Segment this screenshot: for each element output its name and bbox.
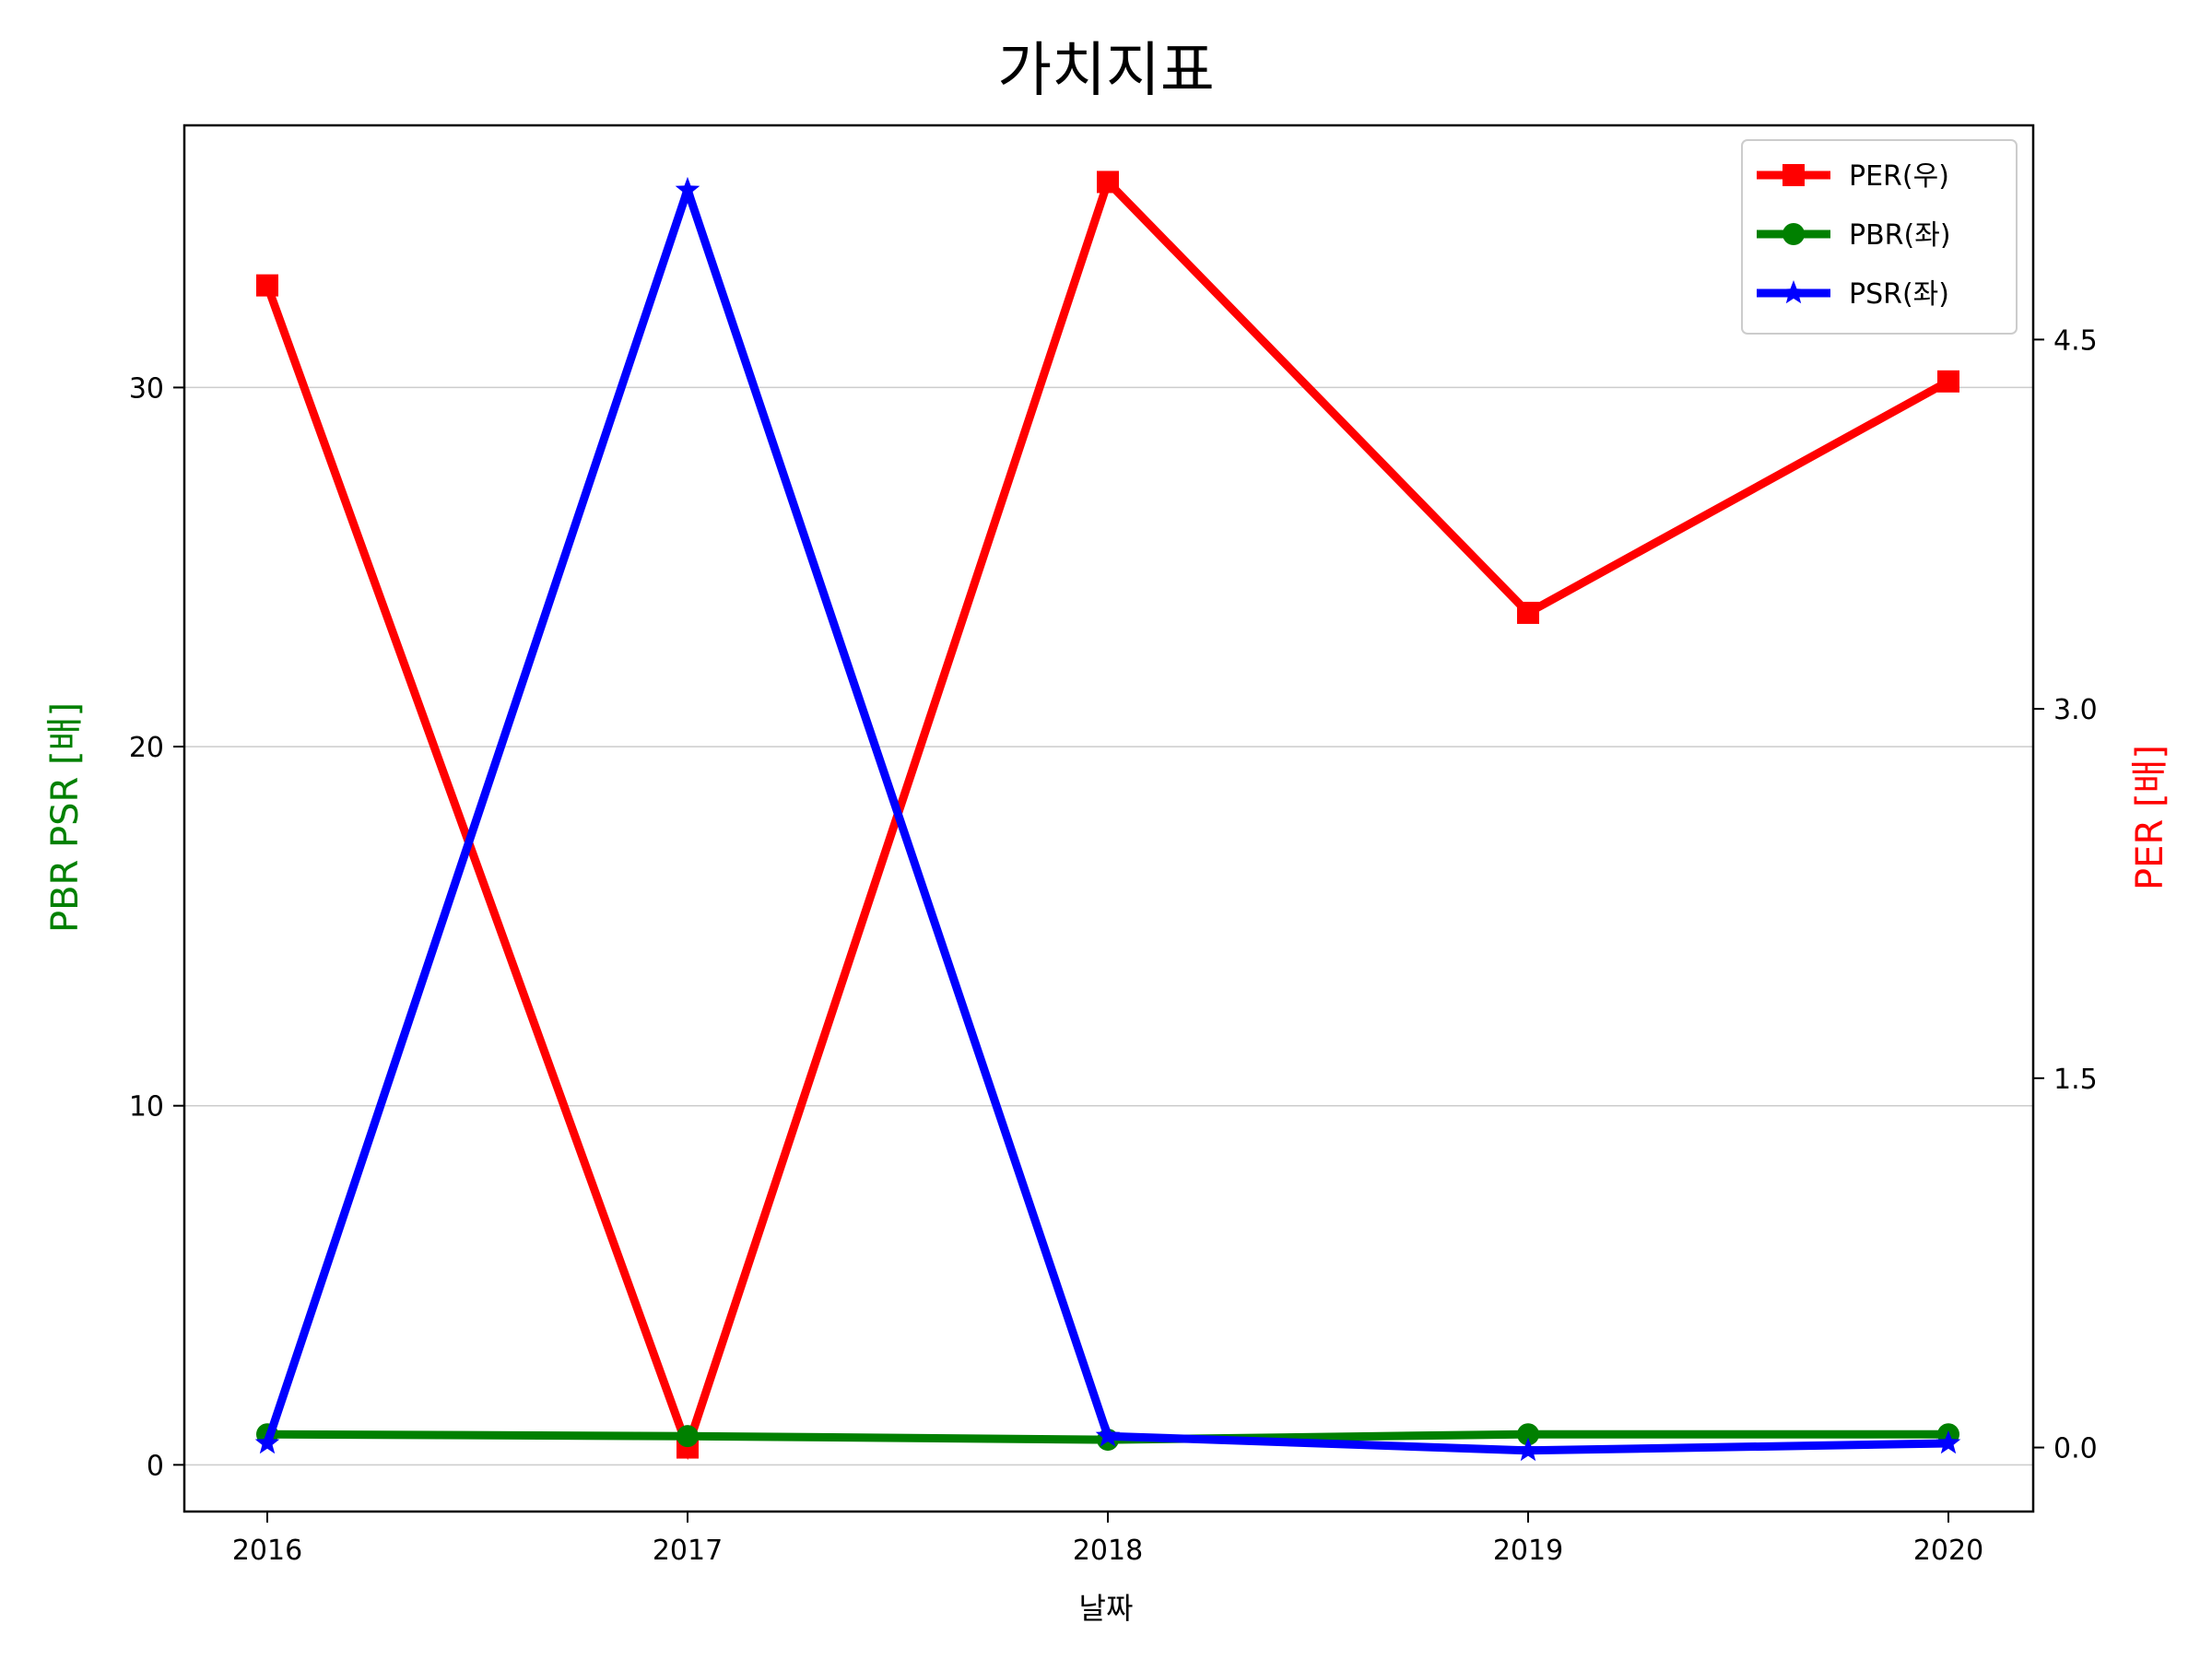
legend-box bbox=[1741, 139, 2018, 335]
legend-marker bbox=[1783, 164, 1805, 186]
legend-label: PSR(좌) bbox=[1849, 278, 1949, 311]
legend-marker bbox=[1783, 223, 1805, 245]
data-point-square bbox=[1937, 370, 1959, 393]
right-y-tick-label: 0.0 bbox=[2053, 1433, 2098, 1465]
left-y-tick-label: 30 bbox=[129, 372, 164, 405]
x-axis-label: 날짜 bbox=[1079, 1591, 1134, 1626]
right-y-tick-label: 3.0 bbox=[2053, 694, 2098, 726]
series-lines bbox=[254, 171, 1961, 1462]
x-tick-label: 2020 bbox=[1913, 1535, 1983, 1567]
chart-title: 가치지표 bbox=[997, 37, 1215, 105]
x-tick-label: 2016 bbox=[232, 1535, 302, 1567]
left-y-tick-label: 20 bbox=[129, 732, 164, 764]
left-y-axis-label: PBR PSR [배] bbox=[44, 702, 87, 933]
legend: PER(우) PBR(좌) PSR(좌) bbox=[1741, 139, 2018, 335]
data-point-circle bbox=[677, 1425, 699, 1448]
axes: 2016 2017 2018 2019 2020 0 10 20 30 0.0 1.5 3.0 4.5 bbox=[129, 124, 2098, 1567]
data-point-star bbox=[254, 1430, 280, 1454]
left-y-tick-label: 0 bbox=[147, 1450, 164, 1482]
data-point-star bbox=[1515, 1437, 1541, 1462]
right-y-tick-label: 4.5 bbox=[2053, 324, 2098, 357]
legend-marker bbox=[1781, 280, 1806, 304]
data-point-star bbox=[1936, 1430, 1961, 1454]
grid-lines bbox=[184, 386, 2033, 1466]
x-tick-label: 2017 bbox=[653, 1535, 723, 1567]
data-point-circle bbox=[1517, 1423, 1539, 1446]
legend-label: PBR(좌) bbox=[1849, 219, 1951, 252]
x-tick-label: 2019 bbox=[1493, 1535, 1563, 1567]
right-y-axis-label: PER [배] bbox=[2129, 745, 2171, 890]
data-point-star bbox=[675, 177, 700, 201]
legend-label: PER(우) bbox=[1849, 160, 1949, 193]
x-tick-label: 2018 bbox=[1073, 1535, 1143, 1567]
data-point-star bbox=[1095, 1423, 1121, 1447]
right-y-tick-label: 1.5 bbox=[2053, 1064, 2098, 1096]
data-point-square bbox=[1097, 171, 1119, 194]
left-y-tick-label: 10 bbox=[129, 1091, 164, 1124]
data-point-square bbox=[1517, 601, 1539, 624]
data-point-square bbox=[256, 274, 278, 297]
